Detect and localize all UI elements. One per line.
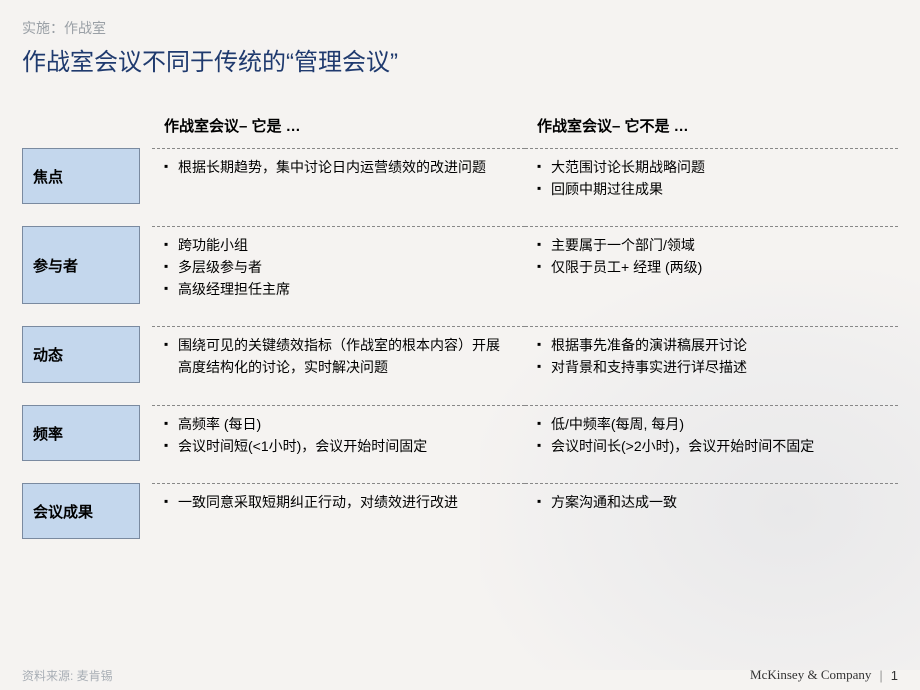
comparison-table: 作战室会议– 它是 … 作战室会议– 它不是 … 焦点 根据长期趋势，集中讨论日内…	[22, 109, 898, 539]
bullet-item: 跨功能小组	[164, 235, 513, 257]
bullet-item: 根据长期趋势，集中讨论日内运营绩效的改进问题	[164, 157, 513, 179]
header-is: 作战室会议– 它是 …	[152, 109, 525, 144]
bullet-item: 主要属于一个部门/领域	[537, 235, 886, 257]
bullet-item: 多层级参与者	[164, 257, 513, 279]
bullet-item: 大范围讨论长期战略问题	[537, 157, 886, 179]
cell-is: 围绕可见的关键绩效指标（作战室的根本内容）开展高度结构化的讨论，实时解决问题	[152, 326, 525, 382]
row-label: 会议成果	[22, 483, 140, 539]
table-row: 动态围绕可见的关键绩效指标（作战室的根本内容）开展高度结构化的讨论，实时解决问题…	[22, 326, 898, 382]
bullet-item: 对背景和支持事实进行详尽描述	[537, 357, 886, 379]
cell-isnot: 大范围讨论长期战略问题回顾中期过往成果	[525, 148, 898, 204]
header-isnot: 作战室会议– 它不是 …	[525, 109, 898, 144]
bullet-item: 会议时间短(<1小时)，会议开始时间固定	[164, 436, 513, 458]
slide-title: 作战室会议不同于传统的“管理会议”	[22, 42, 898, 77]
cell-isnot: 主要属于一个部门/领域仅限于员工+ 经理 (两级)	[525, 226, 898, 304]
cell-isnot: 方案沟通和达成一致	[525, 483, 898, 539]
bullet-item: 高频率 (每日)	[164, 414, 513, 436]
row-label: 频率	[22, 405, 140, 461]
bullet-item: 高级经理担任主席	[164, 279, 513, 301]
slide-pretitle: 实施：作战室	[22, 18, 898, 38]
cell-is: 一致同意采取短期纠正行动，对绩效进行改进	[152, 483, 525, 539]
table-row: 参与者跨功能小组多层级参与者高级经理担任主席主要属于一个部门/领域仅限于员工+ …	[22, 226, 898, 304]
table-row: 频率高频率 (每日)会议时间短(<1小时)，会议开始时间固定低/中频率(每周, …	[22, 405, 898, 461]
bullet-item: 根据事先准备的演讲稿展开讨论	[537, 335, 886, 357]
bullet-item: 会议时间长(>2小时)，会议开始时间不固定	[537, 436, 886, 458]
row-label: 参与者	[22, 226, 140, 304]
cell-is: 跨功能小组多层级参与者高级经理担任主席	[152, 226, 525, 304]
bullet-item: 方案沟通和达成一致	[537, 492, 886, 514]
cell-isnot: 根据事先准备的演讲稿展开讨论对背景和支持事实进行详尽描述	[525, 326, 898, 382]
table-header-row: 作战室会议– 它是 … 作战室会议– 它不是 …	[22, 109, 898, 144]
row-label: 动态	[22, 326, 140, 382]
table-row: 焦点根据长期趋势，集中讨论日内运营绩效的改进问题大范围讨论长期战略问题回顾中期过…	[22, 148, 898, 204]
bullet-item: 低/中频率(每周, 每月)	[537, 414, 886, 436]
cell-is: 根据长期趋势，集中讨论日内运营绩效的改进问题	[152, 148, 525, 204]
table-row: 会议成果 一致同意采取短期纠正行动，对绩效进行改进 方案沟通和达成一致	[22, 483, 898, 539]
bullet-item: 仅限于员工+ 经理 (两级)	[537, 257, 886, 279]
bullet-item: 回顾中期过往成果	[537, 179, 886, 201]
row-label: 焦点	[22, 148, 140, 204]
cell-isnot: 低/中频率(每周, 每月)会议时间长(>2小时)，会议开始时间不固定	[525, 405, 898, 461]
bullet-item: 围绕可见的关键绩效指标（作战室的根本内容）开展高度结构化的讨论，实时解决问题	[164, 335, 513, 378]
cell-is: 高频率 (每日)会议时间短(<1小时)，会议开始时间固定	[152, 405, 525, 461]
bullet-item: 一致同意采取短期纠正行动，对绩效进行改进	[164, 492, 513, 514]
